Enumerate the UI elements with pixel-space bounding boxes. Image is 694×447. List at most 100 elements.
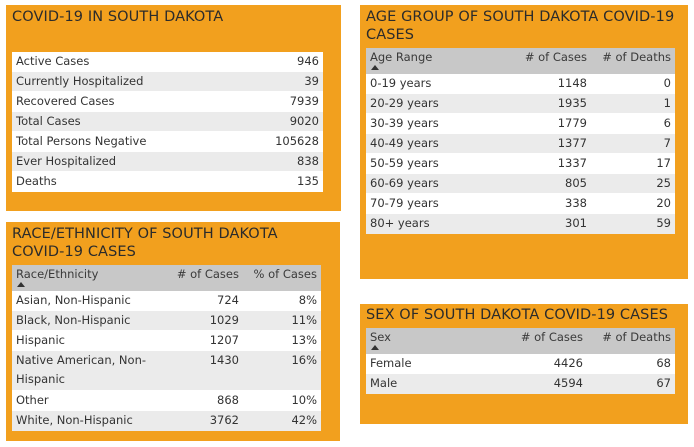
row-deaths: 20 xyxy=(656,196,671,210)
row-deaths: 7 xyxy=(663,136,671,150)
summary-panel: COVID-19 IN SOUTH DAKOTA Active Cases 946… xyxy=(6,5,341,211)
row-cases: 805 xyxy=(565,176,587,190)
header-race-ethnicity[interactable]: Race/Ethnicity xyxy=(12,266,155,287)
row-label: 40-49 years xyxy=(370,136,439,150)
table-row: Total Cases 9020 xyxy=(12,112,323,132)
row-value: 9020 xyxy=(289,114,319,128)
age-table: Age Range # of Cases # of Deaths 0-19 ye… xyxy=(366,48,675,234)
row-label: 60-69 years xyxy=(370,176,439,190)
table-row: Male 4594 67 xyxy=(366,374,675,394)
row-label: 20-29 years xyxy=(370,96,439,110)
summary-title: COVID-19 IN SOUTH DAKOTA xyxy=(12,9,224,25)
row-value: 105628 xyxy=(275,134,319,148)
row-value: 39 xyxy=(304,74,319,88)
row-value: 7939 xyxy=(289,94,319,108)
header-pct-cases[interactable]: % of Cases xyxy=(253,267,317,281)
row-pct: 8% xyxy=(298,293,317,307)
row-cases: 1337 xyxy=(557,156,587,170)
table-row: Deaths 135 xyxy=(12,172,323,192)
header-label: Age Range xyxy=(370,50,433,64)
row-label: Total Persons Negative xyxy=(16,134,147,148)
table-row: 60-69 years 805 25 xyxy=(366,174,675,194)
row-cases: 724 xyxy=(217,293,239,307)
row-deaths: 6 xyxy=(663,116,671,130)
row-label: 80+ years xyxy=(370,216,430,230)
row-cases: 1779 xyxy=(557,116,587,130)
race-title-line1: RACE/ETHNICITY OF SOUTH DAKOTA xyxy=(12,226,278,242)
table-row: 70-79 years 338 20 xyxy=(366,194,675,214)
row-pct: 10% xyxy=(291,393,317,407)
table-row: Currently Hospitalized 39 xyxy=(12,72,323,92)
row-label: Ever Hospitalized xyxy=(16,154,117,168)
row-cases: 301 xyxy=(565,216,587,230)
table-row: Asian, Non-Hispanic 724 8% xyxy=(12,291,321,311)
row-deaths: 17 xyxy=(656,156,671,170)
sex-table: Sex # of Cases # of Deaths Female 4426 68 … xyxy=(366,328,675,394)
age-panel: AGE GROUP OF SOUTH DAKOTA COVID-19 CASES… xyxy=(360,5,688,279)
row-label: 30-39 years xyxy=(370,116,439,130)
row-label: Male xyxy=(370,376,398,390)
table-row: Native American, Non-Hispanic 1430 16% xyxy=(12,351,321,391)
row-pct: 13% xyxy=(291,333,317,347)
sex-panel: SEX OF SOUTH DAKOTA COVID-19 CASES Sex #… xyxy=(360,304,688,424)
age-title-line2: CASES xyxy=(366,27,415,43)
sort-ascending-icon xyxy=(371,345,379,350)
row-deaths: 25 xyxy=(656,176,671,190)
table-header: Sex # of Cases # of Deaths xyxy=(366,328,675,354)
row-label: 70-79 years xyxy=(370,196,439,210)
table-row: Other 868 10% xyxy=(12,391,321,411)
header-deaths[interactable]: # of Deaths xyxy=(602,50,671,64)
sort-ascending-icon xyxy=(371,65,379,70)
row-label: White, Non-Hispanic xyxy=(16,413,133,427)
row-cases: 338 xyxy=(565,196,587,210)
table-row: 20-29 years 1935 1 xyxy=(366,94,675,114)
row-label: Recovered Cases xyxy=(16,94,115,108)
table-row: Total Persons Negative 105628 xyxy=(12,132,323,152)
header-cases[interactable]: # of Cases xyxy=(520,330,583,344)
row-cases: 1935 xyxy=(557,96,587,110)
table-row: Active Cases 946 xyxy=(12,52,323,72)
table-header: Race/Ethnicity # of Cases % of Cases xyxy=(12,265,321,291)
row-cases: 4426 xyxy=(553,356,583,370)
table-row: 40-49 years 1377 7 xyxy=(366,134,675,154)
header-cases[interactable]: # of Cases xyxy=(176,267,239,281)
table-row: 30-39 years 1779 6 xyxy=(366,114,675,134)
row-label: Total Cases xyxy=(16,114,81,128)
table-row: Hispanic 1207 13% xyxy=(12,331,321,351)
header-sex[interactable]: Sex xyxy=(366,329,499,350)
row-cases: 868 xyxy=(217,393,239,407)
header-label: Sex xyxy=(370,330,391,344)
row-cases: 3762 xyxy=(209,413,239,427)
row-label: 0-19 years xyxy=(370,76,432,90)
row-deaths: 67 xyxy=(656,376,671,390)
race-title-line2: COVID-19 CASES xyxy=(12,244,136,260)
row-label: Asian, Non-Hispanic xyxy=(16,293,131,307)
header-label: Race/Ethnicity xyxy=(16,267,99,281)
row-label: Female xyxy=(370,356,412,370)
header-deaths[interactable]: # of Deaths xyxy=(602,330,671,344)
row-label: Currently Hospitalized xyxy=(16,74,144,88)
header-cases[interactable]: # of Cases xyxy=(524,50,587,64)
row-label: Active Cases xyxy=(16,54,90,68)
summary-table: Active Cases 946 Currently Hospitalized 39… xyxy=(12,52,323,192)
row-label: Hispanic xyxy=(16,333,65,347)
table-header: Age Range # of Cases # of Deaths xyxy=(366,48,675,74)
row-cases: 1029 xyxy=(209,313,239,327)
row-cases: 1207 xyxy=(209,333,239,347)
sex-title: SEX OF SOUTH DAKOTA COVID-19 CASES xyxy=(366,307,669,323)
row-deaths: 59 xyxy=(656,216,671,230)
row-deaths: 68 xyxy=(656,356,671,370)
table-row: Black, Non-Hispanic 1029 11% xyxy=(12,311,321,331)
row-pct: 42% xyxy=(291,413,317,427)
row-label: Native American, Non-Hispanic xyxy=(16,353,147,386)
row-deaths: 0 xyxy=(663,76,671,90)
table-row: White, Non-Hispanic 3762 42% xyxy=(12,411,321,431)
row-label: 50-59 years xyxy=(370,156,439,170)
race-panel: RACE/ETHNICITY OF SOUTH DAKOTA COVID-19 … xyxy=(6,222,340,441)
row-label: Black, Non-Hispanic xyxy=(16,313,131,327)
row-value: 838 xyxy=(297,154,319,168)
header-age-range[interactable]: Age Range xyxy=(366,49,503,70)
table-row: Ever Hospitalized 838 xyxy=(12,152,323,172)
sort-ascending-icon xyxy=(17,282,25,287)
row-label: Other xyxy=(16,393,49,407)
